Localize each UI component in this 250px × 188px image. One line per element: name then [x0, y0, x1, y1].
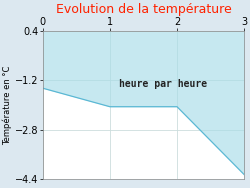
Y-axis label: Température en °C: Température en °C [3, 65, 12, 145]
Title: Evolution de la température: Evolution de la température [56, 3, 231, 16]
Text: heure par heure: heure par heure [119, 79, 207, 89]
